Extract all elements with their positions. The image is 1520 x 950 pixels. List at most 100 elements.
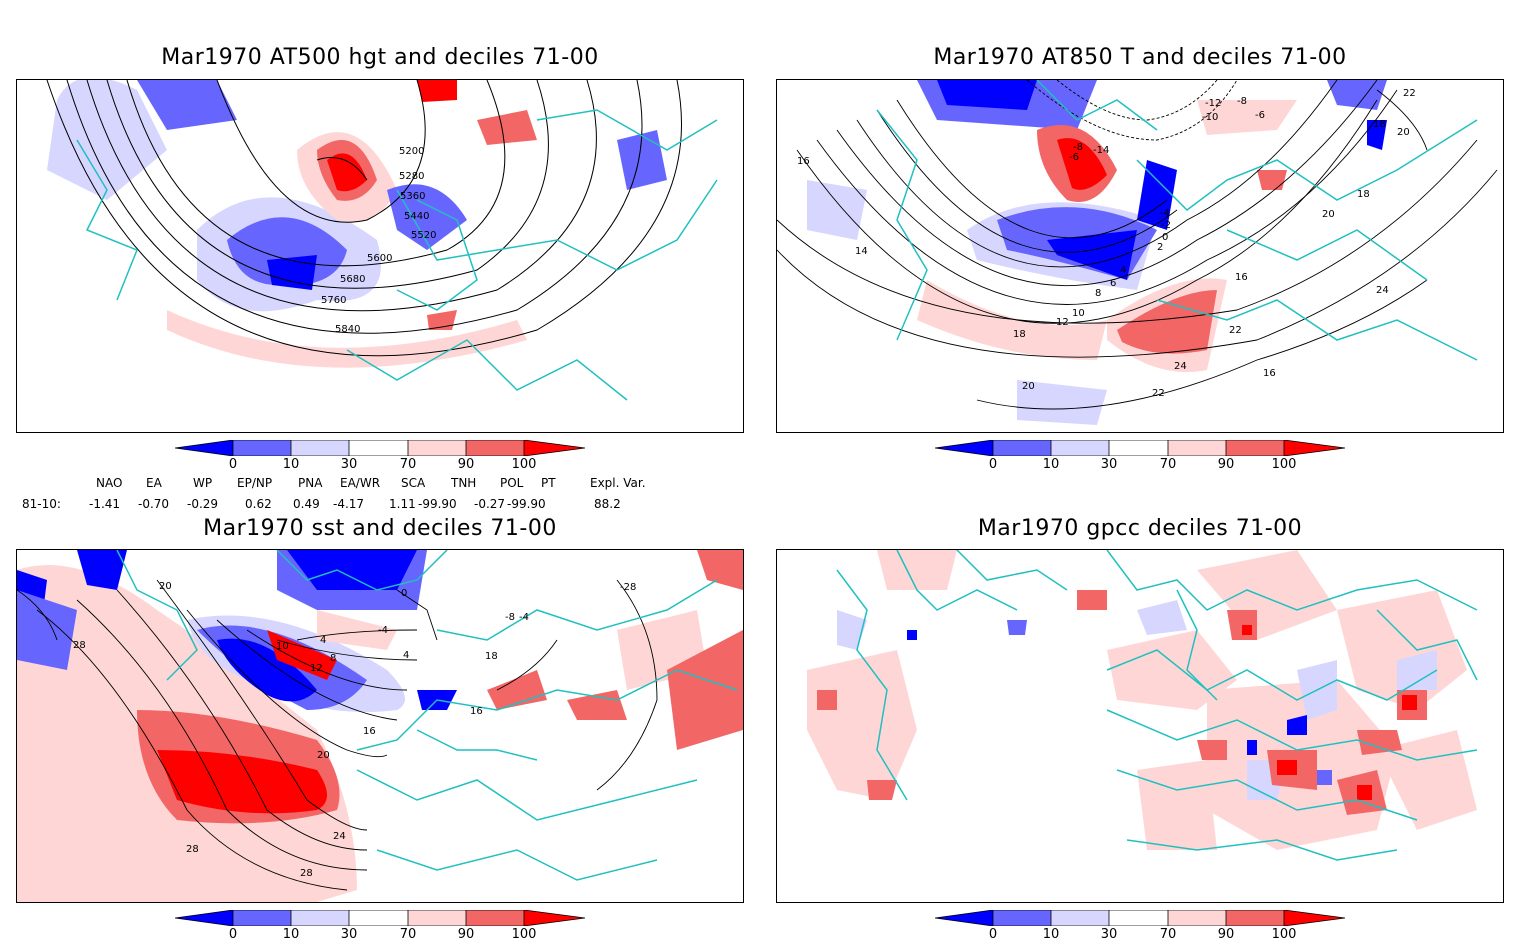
panel-title-gpcc: Mar1970 gpcc deciles 71-00 xyxy=(977,516,1303,541)
contour-label: -8 xyxy=(1237,96,1247,107)
contour-label: 24 xyxy=(1174,361,1187,372)
colorbar-label: 100 xyxy=(511,457,537,472)
contour-label: 5440 xyxy=(404,211,429,222)
index-header: WP xyxy=(193,476,213,490)
contour-label: 5840 xyxy=(335,324,360,335)
contour-label: 16 xyxy=(470,706,483,717)
contour-label: 4 xyxy=(320,635,326,646)
index-value: -0.27 xyxy=(474,497,506,511)
colorbar-label: 90 xyxy=(1217,927,1235,942)
colorbar-label: 0 xyxy=(988,927,998,942)
contour-label: 10 xyxy=(276,641,289,652)
contour-label: -2 xyxy=(1161,220,1171,231)
index-value: -1.41 xyxy=(89,497,121,511)
contour-label: 24 xyxy=(1376,285,1389,296)
contour-label: 5600 xyxy=(367,253,392,264)
contour-label: 10 xyxy=(1072,308,1085,319)
contour-label: 22 xyxy=(1152,388,1165,399)
index-header: EP/NP xyxy=(237,476,273,490)
contour-label: 2 xyxy=(1157,242,1163,253)
contour-label: 5520 xyxy=(411,230,436,241)
colorbar-z500: 0 10 30 70 90 100 xyxy=(174,439,595,480)
colorbar-t850: 0 10 30 70 90 100 xyxy=(934,439,1355,480)
contour-label: 18 xyxy=(1357,189,1370,200)
contour-label: 22 xyxy=(1229,325,1242,336)
colorbar-label: 70 xyxy=(399,457,417,472)
contour-label: 16 xyxy=(1263,368,1276,379)
contour-label: 16 xyxy=(1235,272,1248,283)
panel-title-sst: Mar1970 sst and deciles 71-00 xyxy=(203,516,557,541)
colorbar-label: 100 xyxy=(1271,457,1297,472)
contour-label: 8 xyxy=(330,653,336,664)
colorbar-label: 30 xyxy=(1100,927,1118,942)
panel-title-z500: Mar1970 AT500 hgt and deciles 71-00 xyxy=(161,45,599,70)
contour-label: 22 xyxy=(1403,88,1416,99)
map-panel-z500: 5200 5280 5360 5440 5520 5600 5680 5760 … xyxy=(16,79,744,433)
contour-label: 0 xyxy=(1162,232,1168,243)
map-panel-t850: -12 -8 -6 -10 -14 -6 -8 -4 -2 0 2 4 6 8 … xyxy=(776,79,1504,433)
contour-label: 4 xyxy=(403,650,409,661)
index-header: EA xyxy=(146,476,162,490)
contour-label: 5360 xyxy=(400,191,425,202)
index-header: EA/WR xyxy=(340,476,381,490)
colorbar-label: 10 xyxy=(282,927,300,942)
contour-label: 20 xyxy=(1322,209,1335,220)
colorbar-label: 100 xyxy=(511,927,537,942)
colorbar-label: 30 xyxy=(1100,457,1118,472)
colorbar-label: 0 xyxy=(228,927,238,942)
map-panel-sst: 20 28 0 4 -4 10 4 8 12 16 20 24 28 28 18… xyxy=(16,549,744,903)
contour-label: 20 xyxy=(1022,381,1035,392)
index-header: SCA xyxy=(401,476,426,490)
contour-label: 6 xyxy=(1110,278,1116,289)
contour-label: 5680 xyxy=(340,274,365,285)
contour-label: 4 xyxy=(1120,265,1126,276)
map-panel-gpcc xyxy=(776,549,1504,903)
index-value: 88.2 xyxy=(594,497,621,511)
contour-label: -28 xyxy=(620,582,636,593)
contour-label: 14 xyxy=(855,246,868,257)
colorbar-label: 100 xyxy=(1271,927,1297,942)
colorbar-label: 90 xyxy=(457,927,475,942)
contour-label: 28 xyxy=(73,640,86,651)
contour-label: 18 xyxy=(1373,119,1386,130)
contour-label: 16 xyxy=(797,156,810,167)
contour-label: 12 xyxy=(310,663,323,674)
colorbar-label: 30 xyxy=(340,927,358,942)
panel-title-t850: Mar1970 AT850 T and deciles 71-00 xyxy=(933,45,1347,70)
contour-label: 20 xyxy=(317,750,330,761)
colorbar-label: 90 xyxy=(457,457,475,472)
index-header: Expl. Var. xyxy=(590,476,646,490)
contour-label: 28 xyxy=(186,844,199,855)
index-value: 1.11 xyxy=(389,497,416,511)
contour-label: 20 xyxy=(159,581,172,592)
colorbar-label: 70 xyxy=(1159,927,1177,942)
index-value: -4.17 xyxy=(333,497,365,511)
contour-label: -14 xyxy=(1093,145,1109,156)
colorbar-sst: 0 10 30 70 90 100 xyxy=(174,909,595,950)
colorbar-label: 0 xyxy=(988,457,998,472)
colorbar-label: 90 xyxy=(1217,457,1235,472)
index-header: NAO xyxy=(96,476,123,490)
index-row-label: 81-10: xyxy=(22,497,61,511)
colorbar-label: 10 xyxy=(282,457,300,472)
index-value: -0.29 xyxy=(187,497,219,511)
contour-label: 18 xyxy=(485,651,498,662)
index-value: -99.90 xyxy=(507,497,546,511)
colorbar-gpcc: 0 10 30 70 90 100 xyxy=(934,909,1355,950)
contour-label: 18 xyxy=(1013,329,1026,340)
index-value: 0.62 xyxy=(245,497,272,511)
contour-label: -10 xyxy=(1202,112,1218,123)
contour-label: -4 xyxy=(378,625,388,636)
contour-label: 5200 xyxy=(399,146,424,157)
colorbar-label: 70 xyxy=(399,927,417,942)
index-value: -0.70 xyxy=(138,497,170,511)
index-value: -99.90 xyxy=(418,497,457,511)
contour-label: -4 xyxy=(1160,208,1170,219)
contour-label: 28 xyxy=(300,868,313,879)
contour-label: 5760 xyxy=(321,295,346,306)
index-header: TNH xyxy=(451,476,477,490)
contour-label: -4 xyxy=(519,612,529,623)
contour-label: 0 xyxy=(401,588,407,599)
contour-label: 20 xyxy=(1397,127,1410,138)
contour-label: -6 xyxy=(1069,152,1079,163)
